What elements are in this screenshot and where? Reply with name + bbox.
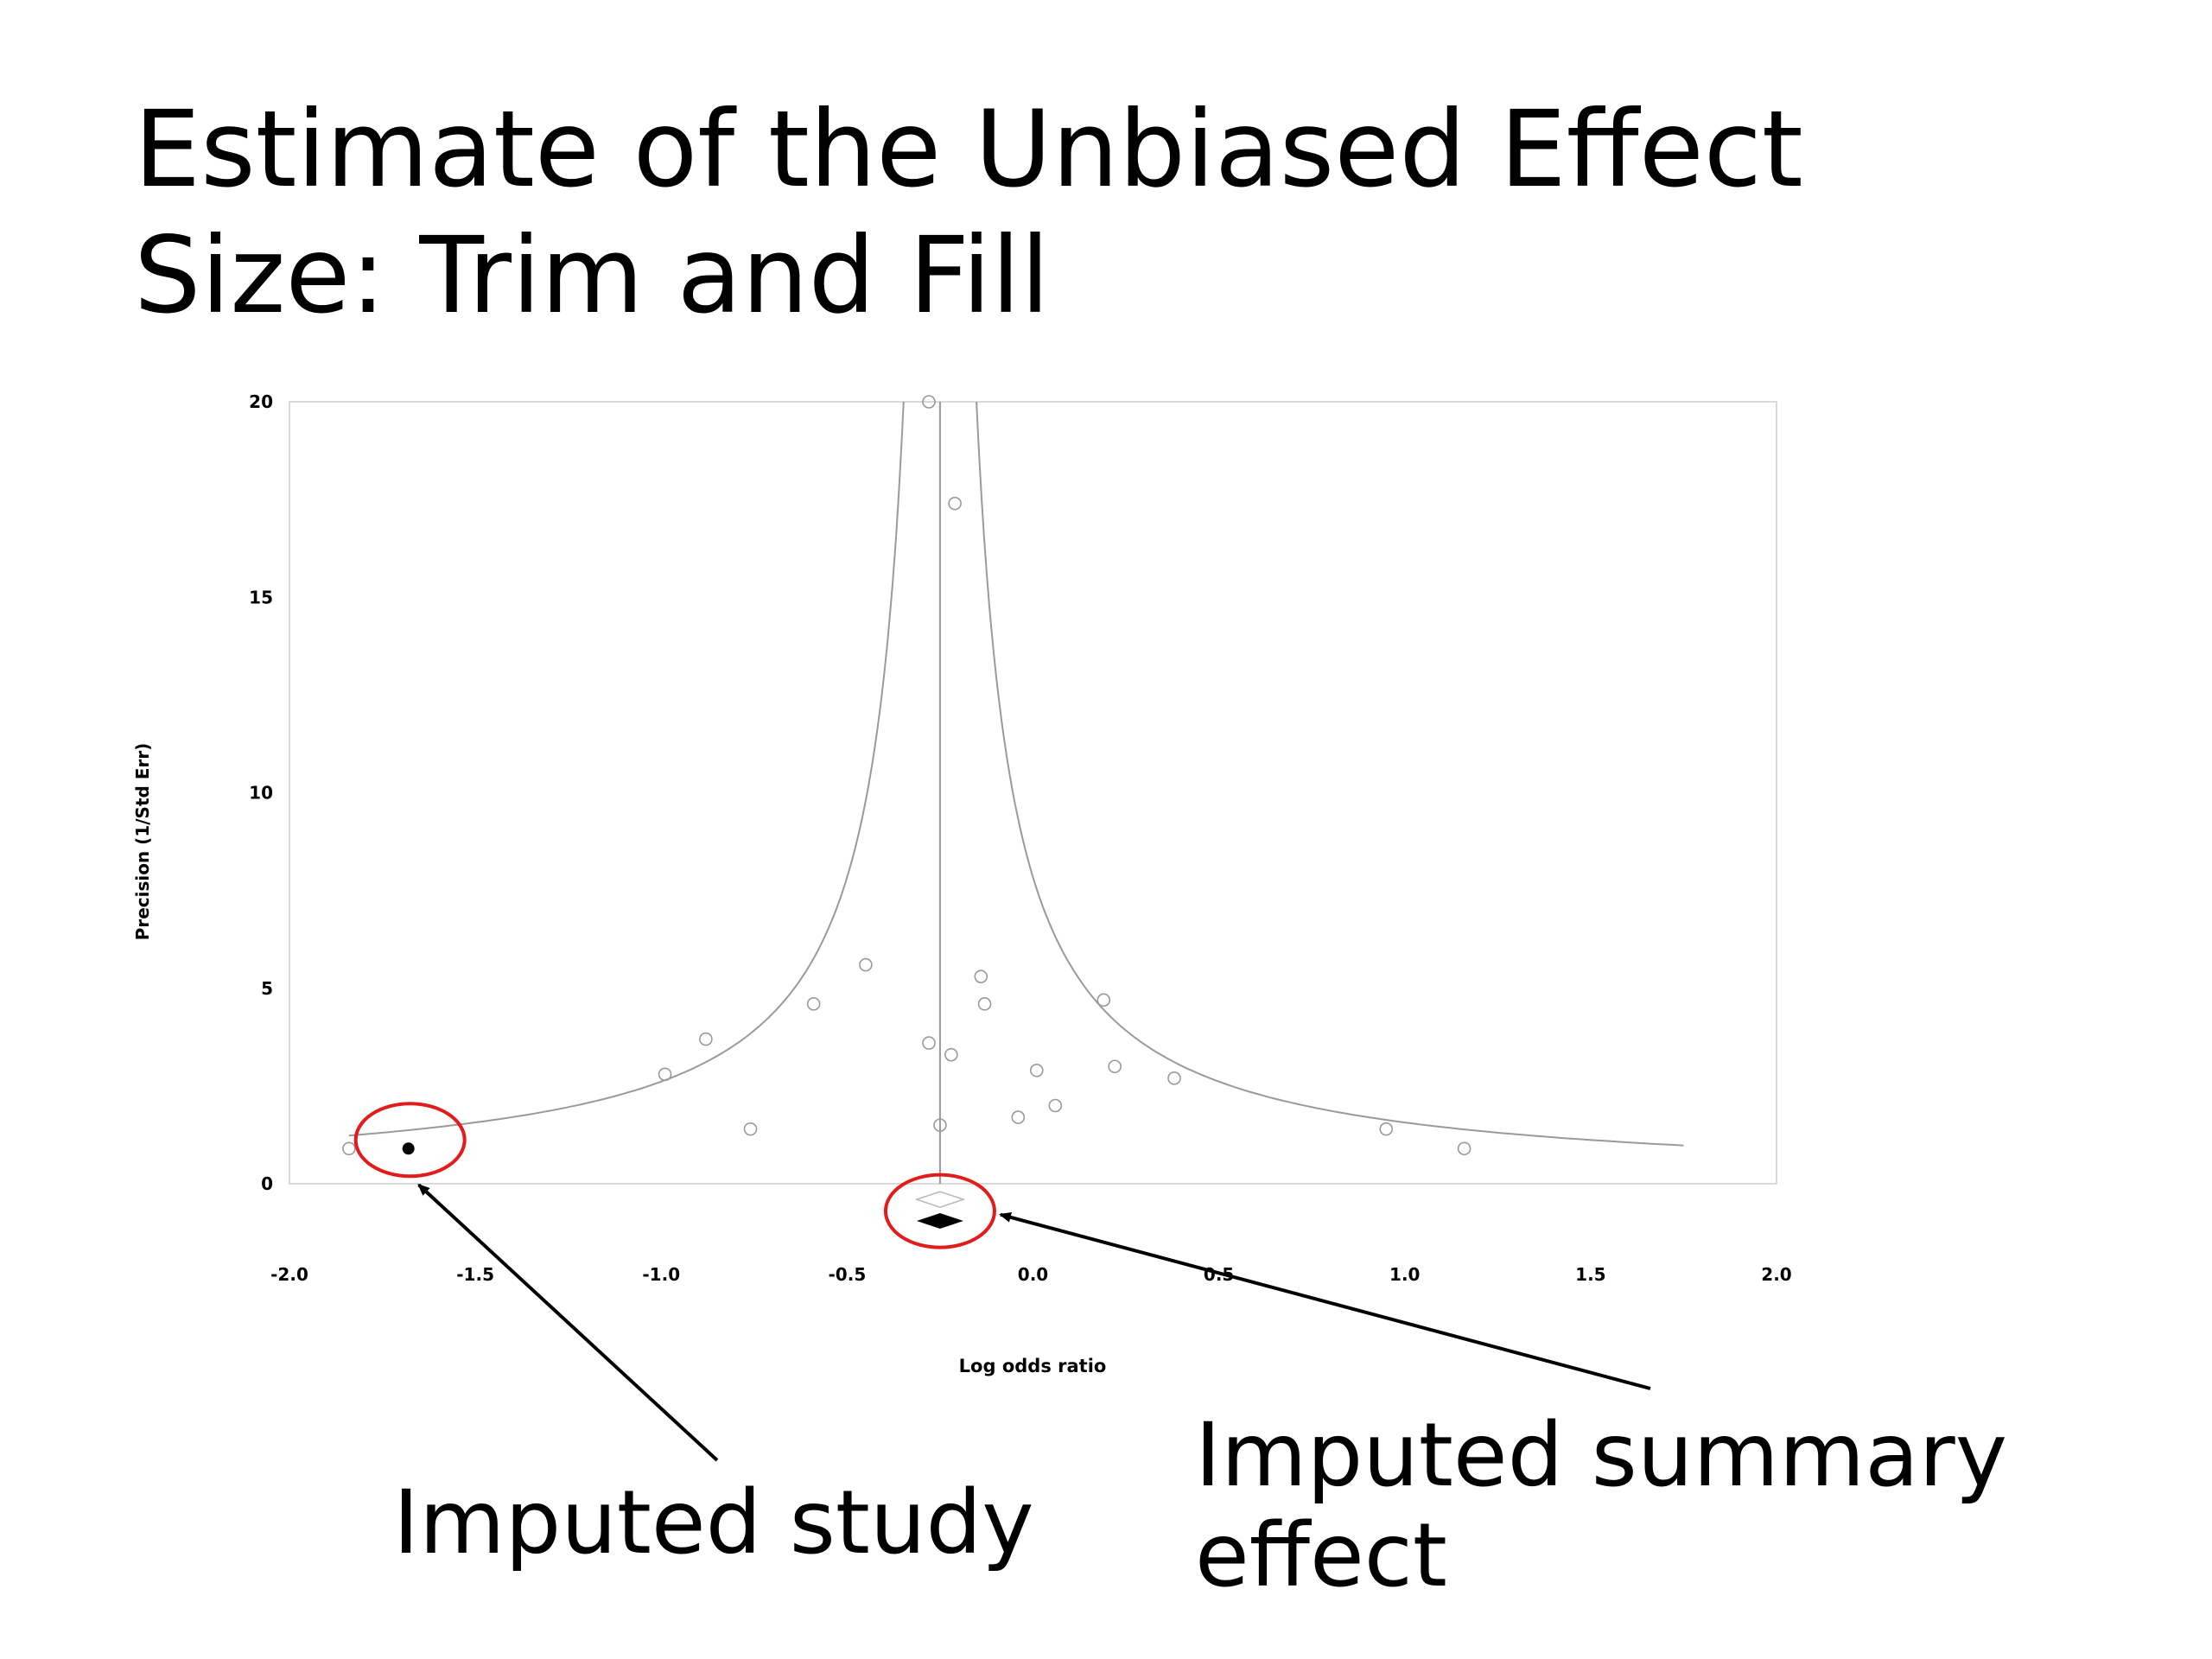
study-point xyxy=(658,1067,672,1082)
imputed-study-highlight-circle xyxy=(353,1102,467,1179)
study-point xyxy=(922,395,936,409)
y-tick-label: 0 xyxy=(261,1173,273,1194)
study-point xyxy=(1030,1063,1044,1077)
y-tick-label: 5 xyxy=(261,978,273,999)
funnel-right-limit xyxy=(976,401,1684,1147)
imputed-study-label: Imputed study xyxy=(393,1471,1034,1574)
imputed-study-arrow xyxy=(417,1183,719,1462)
plot-area-frame xyxy=(289,401,1777,1185)
study-point xyxy=(1108,1059,1122,1074)
x-tick-label: -1.0 xyxy=(642,1264,680,1285)
imputed-summary-arrow xyxy=(999,1211,1651,1390)
study-point xyxy=(933,1118,947,1132)
imputed-summary-diamond xyxy=(916,1212,963,1229)
imputed-summary-effect-label-line-1: Imputed summary xyxy=(1195,1404,2008,1507)
study-point xyxy=(1048,1098,1063,1113)
study-point xyxy=(1379,1122,1394,1136)
imputed-summary-effect-label-line-2: effect xyxy=(1195,1504,1447,1607)
study-point xyxy=(859,957,873,972)
x-tick-label: 2.0 xyxy=(1761,1264,1791,1285)
study-point xyxy=(977,997,992,1011)
x-tick-label: 0.0 xyxy=(1018,1264,1048,1285)
study-point xyxy=(1457,1141,1471,1156)
study-point xyxy=(699,1032,713,1046)
study-point xyxy=(974,969,988,983)
x-tick-label: -1.5 xyxy=(456,1264,494,1285)
study-point xyxy=(1167,1071,1181,1085)
slide-title-line-1: Estimate of the Unbiased Effect xyxy=(134,88,1803,211)
study-point xyxy=(743,1122,758,1136)
slide-title: Estimate of the Unbiased Effect Size: Tr… xyxy=(134,86,1803,339)
y-tick-label: 10 xyxy=(249,783,273,804)
x-axis-label: Log odds ratio xyxy=(959,1356,1107,1376)
x-tick-label: 1.0 xyxy=(1389,1264,1420,1285)
y-tick-label: 15 xyxy=(249,587,273,607)
x-tick-label: -2.0 xyxy=(270,1264,308,1285)
y-axis-label: Precision (1/Std Err) xyxy=(132,743,153,941)
observed-summary-diamond xyxy=(914,1191,966,1208)
imputed-summary-effect-label: Imputed summary effect xyxy=(1195,1406,2007,1606)
funnel-left-limit xyxy=(348,401,905,1137)
slide-title-line-2: Size: Trim and Fill xyxy=(134,214,1050,337)
study-point xyxy=(342,1141,356,1156)
imputed-study-point xyxy=(402,1142,415,1155)
study-point xyxy=(1011,1110,1026,1124)
x-tick-label: 1.5 xyxy=(1575,1264,1605,1285)
study-point xyxy=(948,496,962,511)
x-tick-label: -0.5 xyxy=(829,1264,867,1285)
study-point xyxy=(1096,993,1111,1007)
study-point xyxy=(806,997,821,1011)
study-point xyxy=(922,1036,936,1050)
y-tick-label: 20 xyxy=(249,391,273,412)
study-point xyxy=(944,1047,958,1062)
imputed-summary-highlight-circle xyxy=(883,1173,996,1249)
